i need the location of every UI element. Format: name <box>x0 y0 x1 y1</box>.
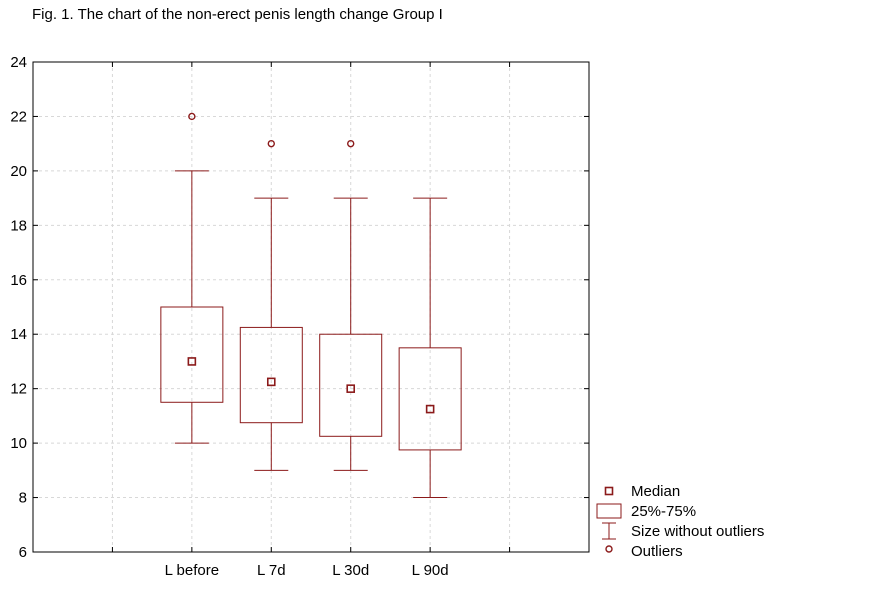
outlier-point <box>188 112 196 121</box>
legend-label: 25%-75% <box>631 503 696 520</box>
x-tick-label: L 90d <box>412 562 449 579</box>
x-tick-label: L 30d <box>332 562 369 579</box>
median-marker <box>425 404 435 414</box>
legend: Median 25%-75% Size without outliers Outlie… <box>596 483 764 560</box>
iqr-box <box>398 347 462 451</box>
y-tick-label: 12 <box>10 381 27 398</box>
median-marker <box>187 357 197 366</box>
outlier-point <box>267 139 275 148</box>
median-marker <box>266 377 276 387</box>
legend-label: Median <box>631 483 680 500</box>
x-tick-label: L 7d <box>257 562 286 579</box>
y-tick-label: 18 <box>10 217 27 234</box>
legend-label: Size without outliers <box>631 523 764 540</box>
box-group <box>160 112 224 444</box>
legend-box-symbol <box>596 503 622 519</box>
y-tick-label: 20 <box>10 163 27 180</box>
chart-title: Fig. 1. The chart of the non-erect penis… <box>32 6 443 23</box>
legend-outlier-symbol <box>605 545 613 553</box>
x-tick-label: L before <box>165 562 220 579</box>
y-tick-label: 16 <box>10 272 27 289</box>
outlier-point <box>347 139 355 148</box>
x-axis: L before L 7d L 30d L 90d <box>111 62 511 579</box>
legend-median-symbol <box>604 486 614 496</box>
grid-lines <box>33 62 589 552</box>
plot-frame <box>32 61 590 553</box>
iqr-box <box>160 306 224 403</box>
y-tick-label: 24 <box>10 54 27 71</box>
y-tick-label: 10 <box>10 435 27 452</box>
iqr-box <box>319 333 383 437</box>
legend-label: Outliers <box>631 543 683 560</box>
y-axis: 6 8 10 12 14 16 18 20 22 24 <box>10 54 589 561</box>
box-group <box>398 197 462 499</box>
y-tick-label: 14 <box>10 326 27 343</box>
median-marker <box>346 384 356 393</box>
y-tick-label: 6 <box>19 544 27 561</box>
y-tick-label: 22 <box>10 108 27 125</box>
box-group <box>239 139 303 471</box>
iqr-box <box>239 326 303 424</box>
box-group <box>319 139 383 471</box>
boxes <box>160 112 462 499</box>
y-tick-label: 8 <box>19 490 27 507</box>
